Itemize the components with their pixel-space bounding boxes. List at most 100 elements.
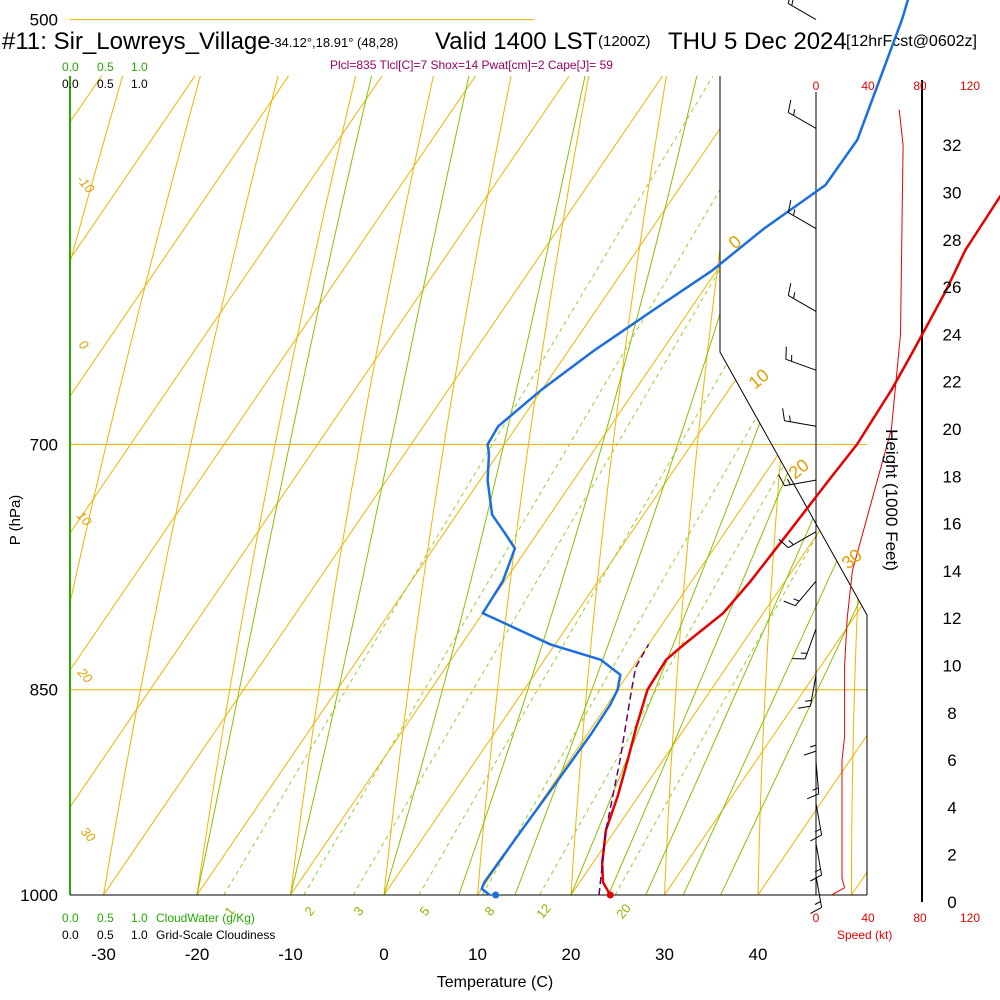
isotherm-line [70,76,551,895]
cloudiness-top-tick: 1.0 [131,77,148,91]
pressure-tick-label: 500 [30,11,58,30]
isotherm-line [70,76,867,895]
station-title: #11: Sir_Lowreys_Village [2,28,271,55]
isotherm-line [70,76,867,895]
wind-barb-full [787,99,792,113]
cloudwater-title: CloudWater (g/Kg) [156,911,255,925]
dry-adiabat-line [661,76,867,895]
wind-barb-half [814,868,821,873]
dry-adiabat-line [851,76,867,895]
wind-barb-full [803,750,817,756]
sounding-series [480,0,1000,899]
moist-adiabat-line [458,76,867,895]
height-tick-label: 28 [943,231,962,250]
height-tick-label: 32 [943,136,962,155]
dry-adiabat-line [472,76,822,895]
x-tick-label: -20 [185,945,210,964]
pressure-tick-label: 850 [30,681,58,700]
isotherm-line [103,76,867,895]
moist-adiabat-line [682,76,867,895]
isotherm-line [851,76,867,895]
wind-barb [778,531,817,549]
wind-barb-staff [788,3,817,21]
wind-barb-staff [788,294,817,312]
y-axis-title: P (hPa) [7,495,24,546]
height-axis-title: Height (1000 Feet) [882,429,901,571]
x-tick-label: 0 [379,945,388,964]
wind-barb-half [793,109,796,116]
valid-date: THU 5 Dec 2024 [668,28,847,55]
wind-barb-half [814,828,821,833]
isotherm-line [196,76,867,895]
wind-barb-staff [815,761,820,794]
dry-adiabat-label: 30 [838,545,866,573]
plot-right-edge [719,76,868,895]
wind-barbs [778,0,823,914]
dewpoint-profile [480,0,910,896]
wind-barb [787,0,817,21]
isotherm-line [383,76,867,895]
surface-dewpoint-dot [492,891,500,899]
x-tick-label: 10 [468,945,487,964]
dry-adiabat-line [70,76,387,895]
x-axis-title: Temperature (C) [437,974,553,991]
cloudwater-bottom-tick: 1.0 [131,911,148,925]
height-tick-label: 24 [943,325,962,344]
plot-frame [69,76,923,902]
dry-adiabat-label: 10 [745,365,773,393]
cloudwater-bottom-tick: 0.0 [62,911,79,925]
mixing-ratio-line [539,76,867,895]
wind-barb-full [810,834,822,842]
mixing-ratio-label: 20 [613,901,634,922]
wind-barb-staff [815,875,823,908]
mixing-ratio-label: 5 [416,904,432,919]
wind-barb-full [778,474,785,486]
dry-adiabat-line [756,76,867,895]
moist-adiabat-line [290,76,713,895]
wind-barb-full [791,0,794,6]
wind-barb-half [793,209,796,216]
height-tick-label: 0 [947,893,956,912]
wind-barb [807,761,820,800]
wind-barb [778,474,817,487]
x-tick-label: -30 [91,945,116,964]
moist-adiabat-line [607,76,867,895]
cloudiness-bottom-tick: 1.0 [131,928,148,942]
cloudwater-bottom-tick: 0.5 [97,911,114,925]
mixing-ratio-label: 8 [481,904,497,919]
wind-barb-half [812,787,819,791]
x-tick-label: 20 [562,945,581,964]
valid-time: Valid 1400 LST [435,28,598,55]
wind-barb-full [782,408,785,421]
station-coords: -34.12°,18.91° (48,28) [270,35,399,50]
height-tick-label: 4 [947,798,956,817]
x-tick-label: 30 [655,945,674,964]
height-tick-label: 12 [943,609,962,628]
speed-top-tick: 80 [913,79,927,93]
height-tick-label: 2 [947,846,956,865]
height-tick-label: 18 [943,467,962,486]
wind-barb [787,99,817,129]
mixing-ratio-line [223,76,867,895]
wind-barb-full [778,538,789,549]
wind-barb-staff [815,843,823,876]
wind-barb-half [789,415,791,422]
dry-adiabat-line [187,76,636,895]
mixing-ratio-line [418,76,867,895]
wind-barb [803,719,817,756]
dry-adiabat-lines [70,76,867,895]
speed-title: Speed (kt) [837,928,892,942]
mixing-ratio-label: 2 [301,904,317,919]
wind-barb-full [797,705,811,709]
wind-barb [787,283,817,312]
isotherm-lines [70,76,867,895]
wind-barb-staff [784,420,817,427]
dry-adiabat-line [377,76,760,895]
cloudwater-top-tick: 0.0 [62,60,79,74]
moist-adiabat-line [383,76,811,895]
moist-adiabat-line [645,76,867,895]
wind-barb-staff [788,531,817,549]
valid-zulu: (1200Z) [598,33,651,50]
